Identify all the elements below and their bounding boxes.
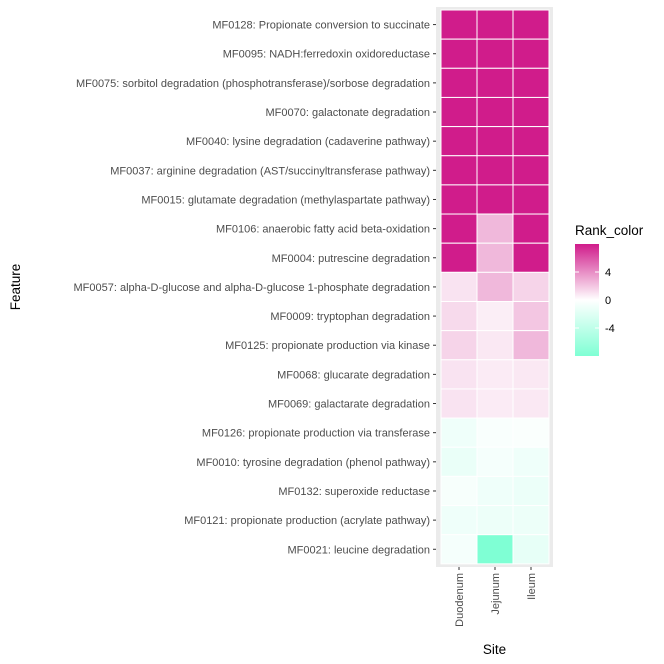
heatmap-cell [440,126,478,157]
legend-ticks: 4 0 -4 [575,267,615,335]
y-tick-label: MF0075: sorbitol degradation (phosphotra… [76,78,430,90]
heatmap-cell [440,446,478,477]
heatmap-cell [440,271,478,303]
heatmap-cell [476,155,514,186]
heatmap-cell [440,330,478,361]
heatmap-cells [440,9,550,565]
y-tick-label: MF0068: glucarate degradation [277,369,430,381]
heatmap-cell [512,38,550,69]
y-tick-label: MF0040: lysine degradation (cadaverine p… [186,136,430,148]
y-tick-label: MF0106: anaerobic fatty acid beta-oxidat… [216,224,430,236]
heatmap-cell [512,271,550,303]
y-tick-label: MF0004: putrescine degradation [272,253,430,265]
heatmap-cell [476,534,514,565]
x-tick-label: Duodenum [454,573,466,627]
heatmap-cell [512,534,550,565]
heatmap-cell [476,505,514,536]
y-tick-label: MF0015: glutamate degradation (methylasp… [141,194,430,206]
legend: Rank_color 4 0 -4 [575,223,644,356]
heatmap-cell [512,242,550,273]
heatmap-cell [512,184,550,215]
heatmap-cell [440,213,478,244]
heatmap-cell [476,359,514,390]
y-tick-label: MF0128: Propionate conversion to succina… [212,20,430,32]
heatmap-cell [512,301,550,332]
heatmap-cell [512,446,550,477]
heatmap-cell [440,301,478,332]
heatmap-cell [512,155,550,186]
y-tick-label: MF0057: alpha-D-glucose and alpha-D-gluc… [73,282,430,294]
y-tick-label: MF0021: leucine degradation [288,544,430,556]
x-tick-label: Ileum [526,573,538,600]
y-axis-title: Feature [8,264,23,311]
heatmap-cell [512,359,550,390]
heatmap-cell [476,330,514,361]
heatmap-cell [440,9,478,40]
heatmap-cell [476,417,514,448]
heatmap-cell [476,213,514,244]
heatmap-cell [512,475,550,507]
heatmap-cell [440,534,478,565]
heatmap-cell [512,213,550,244]
heatmap-cell [512,388,550,419]
heatmap-cell [512,96,550,128]
y-tick-label: MF0126: propionate production via transf… [202,428,430,440]
heatmap-cell [440,359,478,390]
heatmap-cell [476,67,514,98]
heatmap-cell [440,417,478,448]
heatmap-cell [476,126,514,157]
heatmap-cell [476,388,514,419]
x-axis-title: Site [483,642,506,657]
y-tick-label: MF0070: galactonate degradation [265,107,430,119]
heatmap-cell [440,155,478,186]
heatmap-cell [512,505,550,536]
heatmap-cell [512,417,550,448]
y-tick-label: MF0095: NADH:ferredoxin oxidoreductase [223,49,430,61]
y-tick-label: MF0121: propionate production (acrylate … [184,515,430,527]
heatmap-cell [476,301,514,332]
heatmap-cell [440,184,478,215]
heatmap-cell [476,38,514,69]
heatmap-cell [476,96,514,128]
heatmap-cell [476,475,514,507]
heatmap-cell [440,38,478,69]
y-tick-label: MF0010: tyrosine degradation (phenol pat… [196,457,430,469]
legend-tick-label: -4 [605,323,615,335]
heatmap-cell [512,330,550,361]
x-tick-label: Jejunum [490,573,502,615]
y-axis-ticks: MF0128: Propionate conversion to succina… [73,20,436,556]
heatmap-cell [476,446,514,477]
y-tick-label: MF0125: propionate production via kinase [225,340,430,352]
heatmap-cell [440,388,478,419]
heatmap-cell [440,505,478,536]
heatmap-cell [440,96,478,128]
heatmap-cell [440,242,478,273]
heatmap-cell [512,126,550,157]
heatmap-cell [476,184,514,215]
heatmap-cell [440,475,478,507]
x-axis-ticks: Duodenum Jejunum Ileum [454,567,538,627]
legend-title: Rank_color [575,223,644,238]
heatmap-cell [440,67,478,98]
heatmap-cell [512,9,550,40]
heatmap-cell [476,271,514,303]
y-tick-label: MF0037: arginine degradation (AST/succin… [110,165,430,177]
heatmap-cell [476,9,514,40]
legend-tick-label: 4 [605,267,611,279]
legend-tick-label: 0 [605,295,611,307]
heatmap-cell [476,242,514,273]
heatmap-cell [512,67,550,98]
y-tick-label: MF0069: galactarate degradation [268,399,430,411]
y-tick-label: MF0132: superoxide reductase [278,486,430,498]
y-tick-label: MF0009: tryptophan degradation [270,311,430,323]
